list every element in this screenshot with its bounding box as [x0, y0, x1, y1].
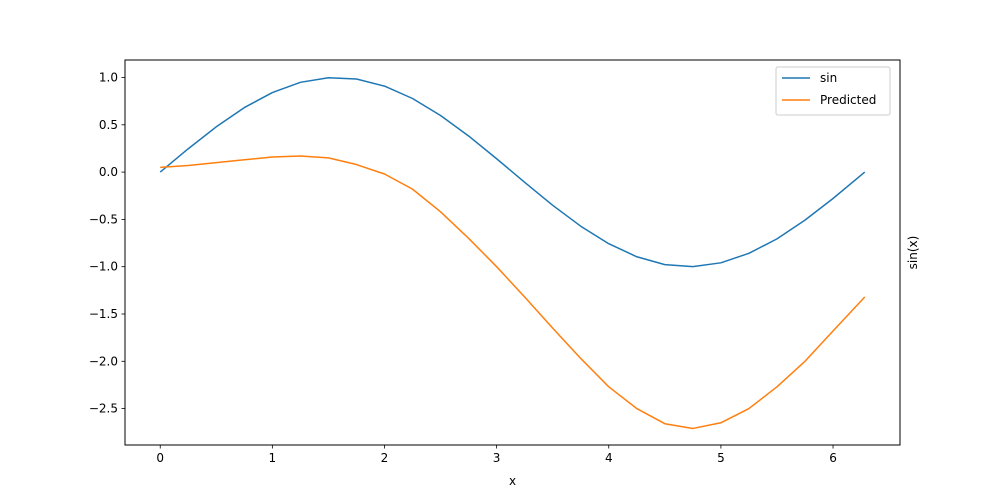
- y-tick-label: 0.5: [99, 118, 118, 132]
- x-axis-ticks: 0 1 2 3 4 5 6: [156, 445, 837, 465]
- y-tick-label: −2.0: [89, 354, 118, 368]
- axes-frame: [124, 59, 901, 446]
- y-axis-ticks: 1.0 0.5 0.0 −0.5 −1.0 −1.5 −2.0 −2.5: [89, 71, 125, 416]
- legend-frame: [775, 66, 891, 116]
- legend: sin Predicted: [775, 66, 891, 116]
- x-tick-label: 4: [605, 451, 613, 465]
- x-tick-label: 0: [156, 451, 164, 465]
- y-axis-label: sin(x): [906, 236, 920, 270]
- legend-entry: sin: [820, 71, 837, 85]
- y-tick-label: −1.5: [89, 307, 118, 321]
- y-tick-label: −2.5: [89, 402, 118, 416]
- y-tick-label: −1.0: [89, 260, 118, 274]
- x-tick-label: 1: [269, 451, 277, 465]
- y-tick-label: 0.0: [99, 165, 118, 179]
- x-tick-label: 5: [717, 451, 725, 465]
- y-tick-label: 1.0: [99, 71, 118, 85]
- x-tick-label: 3: [493, 451, 501, 465]
- y-tick-label: −0.5: [89, 212, 118, 226]
- x-tick-label: 6: [829, 451, 837, 465]
- series-line-predicted: [160, 155, 866, 430]
- x-axis-label: x: [509, 474, 516, 488]
- x-tick-label: 2: [381, 451, 389, 465]
- series-layer: [159, 77, 866, 430]
- legend-entry: Predicted: [820, 93, 876, 107]
- series-line-sin: [159, 77, 866, 268]
